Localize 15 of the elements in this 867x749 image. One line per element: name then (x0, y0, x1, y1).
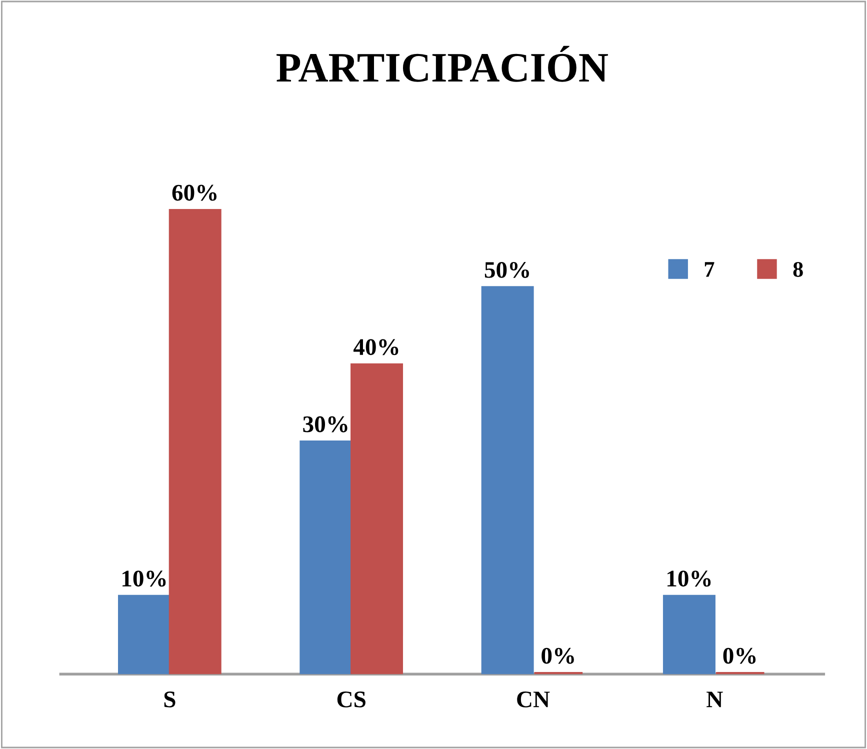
data-label: 10% (668, 570, 711, 587)
data-label: 40% (353, 339, 398, 356)
x-tick-label: CN (517, 692, 550, 708)
data-label: 0% (542, 648, 574, 664)
chart-title: PARTICIPACIÓN (276, 46, 608, 82)
legend-label: 7 (704, 262, 714, 277)
x-tick-label: S (164, 692, 176, 708)
x-tick-label: CS (337, 692, 366, 708)
data-label: 0% (723, 648, 756, 664)
data-label: 30% (303, 416, 348, 432)
legend-label: 8 (793, 262, 803, 277)
data-label: 60% (172, 184, 217, 201)
x-tick-label: N (706, 692, 723, 708)
data-label: 10% (122, 570, 166, 587)
data-label: 50% (484, 262, 529, 278)
